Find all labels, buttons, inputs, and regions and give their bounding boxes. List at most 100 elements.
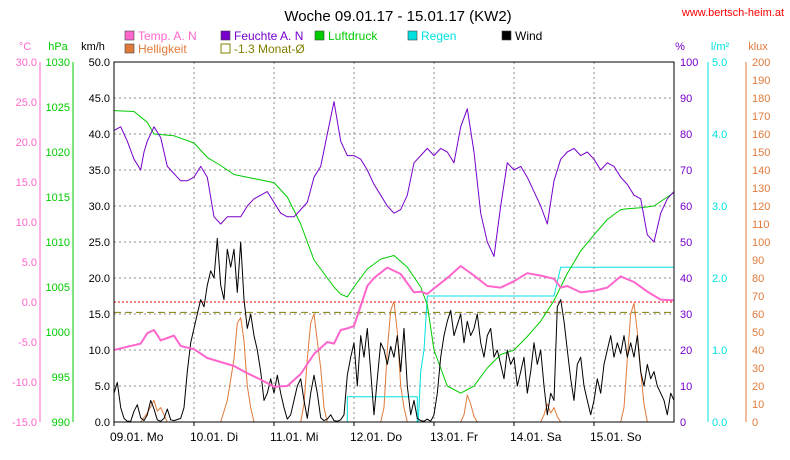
tick-label-helligkeit: 60 <box>752 309 764 321</box>
tick-label-temp: 10.0 <box>16 217 37 229</box>
tick-label-regen: 2.0 <box>712 273 727 285</box>
tick-label-helligkeit: 130 <box>752 183 770 195</box>
tick-label-helligkeit: 160 <box>752 129 770 141</box>
legend-label-regen: Regen <box>421 29 456 43</box>
tick-label-feuchte: 10 <box>680 381 692 393</box>
legend-swatch-regen <box>407 30 418 41</box>
tick-label-helligkeit: 120 <box>752 201 770 213</box>
tick-label-helligkeit: 110 <box>752 219 770 231</box>
legend-swatch-helligkeit <box>124 43 135 54</box>
tick-label-helligkeit: 100 <box>752 237 770 249</box>
tick-label-helligkeit: 90 <box>752 255 764 267</box>
tick-label-luftdruck: 1030 <box>46 57 70 69</box>
legend-swatch-wind <box>501 30 512 41</box>
tick-label-luftdruck: 1015 <box>46 192 70 204</box>
tick-label-helligkeit: 140 <box>752 165 770 177</box>
tick-label-regen: 5.0 <box>712 57 727 69</box>
tick-label-feuchte: 50 <box>680 237 692 249</box>
unit-label-feuchte: % <box>675 41 685 53</box>
tick-label-wind: 25.0 <box>89 237 110 249</box>
legend-swatch-feuchte <box>220 30 231 41</box>
series-line-wind <box>113 237 675 422</box>
legend-label-wind: Wind <box>515 29 542 43</box>
tick-label-helligkeit: 70 <box>752 291 764 303</box>
series-line-feuchte <box>113 101 675 257</box>
legend-item-helligkeit: Helligkeit <box>124 42 187 56</box>
tick-label-helligkeit: 180 <box>752 93 770 105</box>
tick-label-wind: 10.0 <box>89 345 110 357</box>
tick-label-regen: 1.0 <box>712 345 727 357</box>
legend-item-temp: Temp. A. N <box>124 29 197 43</box>
tick-label-luftdruck: 1025 <box>46 102 70 114</box>
x-tick-label: 10.01. Di <box>190 430 238 444</box>
legend-item-regen: Regen <box>407 29 456 43</box>
unit-label-luftdruck: hPa <box>48 41 68 53</box>
tick-label-feuchte: 100 <box>680 57 698 69</box>
tick-label-luftdruck: 1005 <box>46 282 70 294</box>
tick-label-helligkeit: 0 <box>752 417 758 429</box>
legend-item-feuchte: Feuchte A. N <box>220 29 303 43</box>
website-link[interactable]: www.bertsch-heim.at <box>681 7 784 19</box>
tick-label-wind: 0.0 <box>95 417 110 429</box>
tick-label-luftdruck: 995 <box>52 372 70 384</box>
x-tick-label: 13.01. Fr <box>430 430 478 444</box>
x-tick-label: 11.01. Mi <box>270 430 318 444</box>
x-tick-label: 15.01. So <box>590 430 642 444</box>
legend-label-feuchte: Feuchte A. N <box>234 29 303 43</box>
tick-label-feuchte: 70 <box>680 165 692 177</box>
tick-label-helligkeit: 190 <box>752 75 770 87</box>
tick-label-regen: 3.0 <box>712 201 727 213</box>
tick-label-wind: 15.0 <box>89 309 110 321</box>
legend-item-luftdruck: Luftdruck <box>314 29 378 43</box>
tick-label-feuchte: 30 <box>680 309 692 321</box>
tick-label-luftdruck: 1020 <box>46 147 70 159</box>
legend-label-monat: -1.3 Monat-Ø <box>234 42 305 56</box>
legend-label-temp: Temp. A. N <box>138 29 197 43</box>
tick-label-feuchte: 40 <box>680 273 692 285</box>
unit-label-regen: l/m² <box>711 41 730 53</box>
series-line-luftdruck <box>113 110 675 394</box>
x-tick-label: 12.01. Do <box>350 430 402 444</box>
series <box>113 101 675 423</box>
tick-label-temp: -15.0 <box>12 417 37 429</box>
unit-label-temp: °C <box>19 41 31 53</box>
tick-label-wind: 35.0 <box>89 165 110 177</box>
unit-label-wind: km/h <box>81 41 105 53</box>
tick-label-helligkeit: 30 <box>752 363 764 375</box>
tick-label-luftdruck: 1010 <box>46 237 70 249</box>
legend-label-luftdruck: Luftdruck <box>328 29 378 43</box>
tick-label-wind: 20.0 <box>89 273 110 285</box>
series-line-regen <box>114 266 674 423</box>
tick-label-regen: 4.0 <box>712 129 727 141</box>
legend-item-wind: Wind <box>501 29 542 43</box>
tick-label-feuchte: 0 <box>680 417 686 429</box>
tick-label-wind: 5.0 <box>95 381 110 393</box>
tick-label-luftdruck: 1000 <box>46 327 70 339</box>
series-line-temp <box>113 265 675 388</box>
tick-label-feuchte: 80 <box>680 129 692 141</box>
legend-swatch-luftdruck <box>314 30 325 41</box>
tick-label-wind: 40.0 <box>89 129 110 141</box>
tick-label-temp: -10.0 <box>12 377 37 389</box>
legend-swatch-temp <box>124 30 135 41</box>
legend: Temp. A. N Feuchte A. N Luftdruck Regen Wind… <box>124 29 542 56</box>
tick-label-feuchte: 90 <box>680 93 692 105</box>
series-line-helligkeit <box>114 300 674 423</box>
legend-label-helligkeit: Helligkeit <box>138 42 187 56</box>
tick-label-temp: -5.0 <box>18 337 37 349</box>
x-tick-label: 14.01. Sa <box>510 430 562 444</box>
tick-label-helligkeit: 10 <box>752 399 764 411</box>
chart-title: Woche 09.01.17 - 15.01.17 (KW2) <box>284 8 511 25</box>
grid <box>114 62 674 422</box>
axes: -15.0 -10.0 -5.0 0.0 5.0 10.0 15.0 20.0 25.0 30.0… <box>12 41 770 444</box>
tick-label-helligkeit: 50 <box>752 327 764 339</box>
unit-label-helligkeit: klux <box>748 41 768 53</box>
tick-label-temp: 20.0 <box>16 137 37 149</box>
tick-label-wind: 45.0 <box>89 93 110 105</box>
plot-frame <box>113 61 675 423</box>
tick-label-wind: 50.0 <box>89 57 110 69</box>
tick-label-helligkeit: 20 <box>752 381 764 393</box>
tick-label-wind: 30.0 <box>89 201 110 213</box>
tick-label-temp: 0.0 <box>22 297 37 309</box>
